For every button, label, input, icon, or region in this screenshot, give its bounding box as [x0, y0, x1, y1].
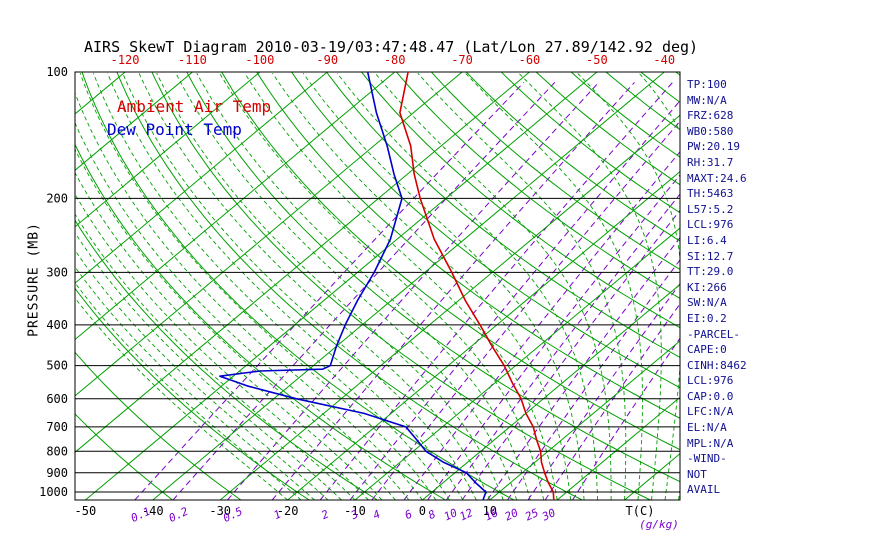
chart-frame	[74, 71, 681, 501]
bottom-temp-labels: -50 -40 -30 -20 -10 0 10	[75, 504, 497, 518]
temperature-curve	[399, 72, 555, 500]
chart-title: AIRS SkewT Diagram 2010-03-19/03:47:48.4…	[84, 38, 699, 56]
stat-line: EI:0.2	[687, 311, 727, 325]
stat-line: EL:N/A	[687, 421, 727, 435]
svg-text:25: 25	[523, 506, 541, 523]
stat-line: CAP:0.0	[687, 389, 734, 403]
mixing-ratio-lines	[134, 82, 680, 500]
stat-line: LCL:976	[687, 218, 734, 232]
svg-text:20: 20	[503, 506, 521, 524]
stat-line: PW:20.19	[687, 140, 740, 154]
stat-line: AVAIL	[687, 483, 721, 497]
pressure-axis-labels: 100 200 300 400 500 600 700 800 900 1000	[39, 65, 68, 499]
svg-text:-100: -100	[245, 53, 274, 67]
svg-text:6: 6	[403, 507, 415, 522]
svg-text:4: 4	[371, 508, 382, 523]
svg-text:10: 10	[483, 504, 497, 518]
stat-line: WB0:580	[687, 124, 734, 138]
svg-text:-60: -60	[519, 53, 541, 67]
svg-text:-110: -110	[178, 53, 207, 67]
stat-line: FRZ:628	[687, 109, 734, 123]
stat-line: -PARCEL-	[687, 327, 740, 341]
svg-text:-70: -70	[451, 53, 473, 67]
svg-text:0.2: 0.2	[167, 505, 191, 525]
svg-text:600: 600	[46, 392, 68, 406]
pressure-axis-title: PRESSURE (MB)	[26, 222, 42, 337]
stat-line: TP:100	[687, 78, 727, 91]
stat-line: LCL:976	[687, 374, 734, 388]
svg-text:400: 400	[46, 318, 68, 332]
svg-text:-10: -10	[344, 504, 366, 518]
svg-text:0: 0	[419, 504, 426, 518]
stat-line: -WIND-	[687, 452, 727, 466]
svg-text:8: 8	[426, 507, 438, 522]
stat-line: L57:5.2	[687, 202, 734, 216]
stat-line: CAPE:0	[687, 343, 727, 357]
top-temp-labels: -120 -110 -100 -90 -80 -70 -60 -50 -40	[111, 53, 675, 67]
stat-line: SW:N/A	[687, 296, 727, 310]
moist-adiabat-lines	[75, 72, 680, 500]
svg-text:500: 500	[46, 359, 68, 373]
legend-dew-point-temp: Dew Point Temp	[107, 120, 242, 139]
svg-text:-40: -40	[142, 504, 164, 518]
stat-line: CINH:8462	[687, 358, 747, 372]
svg-text:-50: -50	[586, 53, 608, 67]
svg-text:2: 2	[319, 507, 331, 522]
svg-text:1000: 1000	[39, 485, 68, 499]
svg-text:700: 700	[46, 420, 68, 434]
dewpoint-curve	[219, 72, 487, 500]
stat-line: LFC:N/A	[687, 405, 734, 419]
svg-text:-30: -30	[209, 504, 231, 518]
svg-text:-40: -40	[653, 53, 675, 67]
svg-text:-80: -80	[384, 53, 406, 67]
stat-line: NOT	[687, 467, 707, 481]
temp-axis-unit: T(C)	[626, 504, 655, 518]
svg-text:-50: -50	[75, 504, 97, 518]
stat-line: RH:31.7	[687, 155, 734, 169]
svg-text:-120: -120	[111, 53, 140, 67]
stat-line: MPL:N/A	[687, 436, 734, 450]
stat-line: TT:29.0	[687, 265, 734, 279]
stat-line: MW:N/A	[687, 93, 727, 107]
stats-panel: TP:100 MW:N/A FRZ:628 WB0:580 PW:20.19 RH:31.…	[687, 77, 747, 498]
svg-text:10: 10	[442, 506, 460, 524]
stat-line: LI:6.4	[687, 233, 727, 247]
svg-text:-90: -90	[316, 53, 338, 67]
isotherm-lines	[75, 72, 680, 500]
legend-ambient-air-temp: Ambient Air Temp	[117, 97, 272, 116]
stat-line: MAXT:24.6	[687, 171, 747, 185]
svg-text:100: 100	[46, 65, 68, 79]
svg-text:30: 30	[539, 506, 558, 524]
stat-line: SI:12.7	[687, 249, 734, 263]
stat-line: KI:266	[687, 280, 727, 294]
stat-line: TH:5463	[687, 187, 734, 201]
svg-text:900: 900	[46, 466, 68, 480]
svg-text:16: 16	[483, 506, 501, 524]
svg-text:12: 12	[458, 506, 476, 524]
svg-text:300: 300	[46, 265, 68, 279]
mixing-ratio-unit: (g/kg)	[639, 518, 679, 531]
svg-text:200: 200	[46, 191, 68, 205]
svg-text:-20: -20	[277, 504, 299, 518]
svg-text:800: 800	[46, 444, 68, 458]
svg-text:1: 1	[272, 508, 283, 523]
